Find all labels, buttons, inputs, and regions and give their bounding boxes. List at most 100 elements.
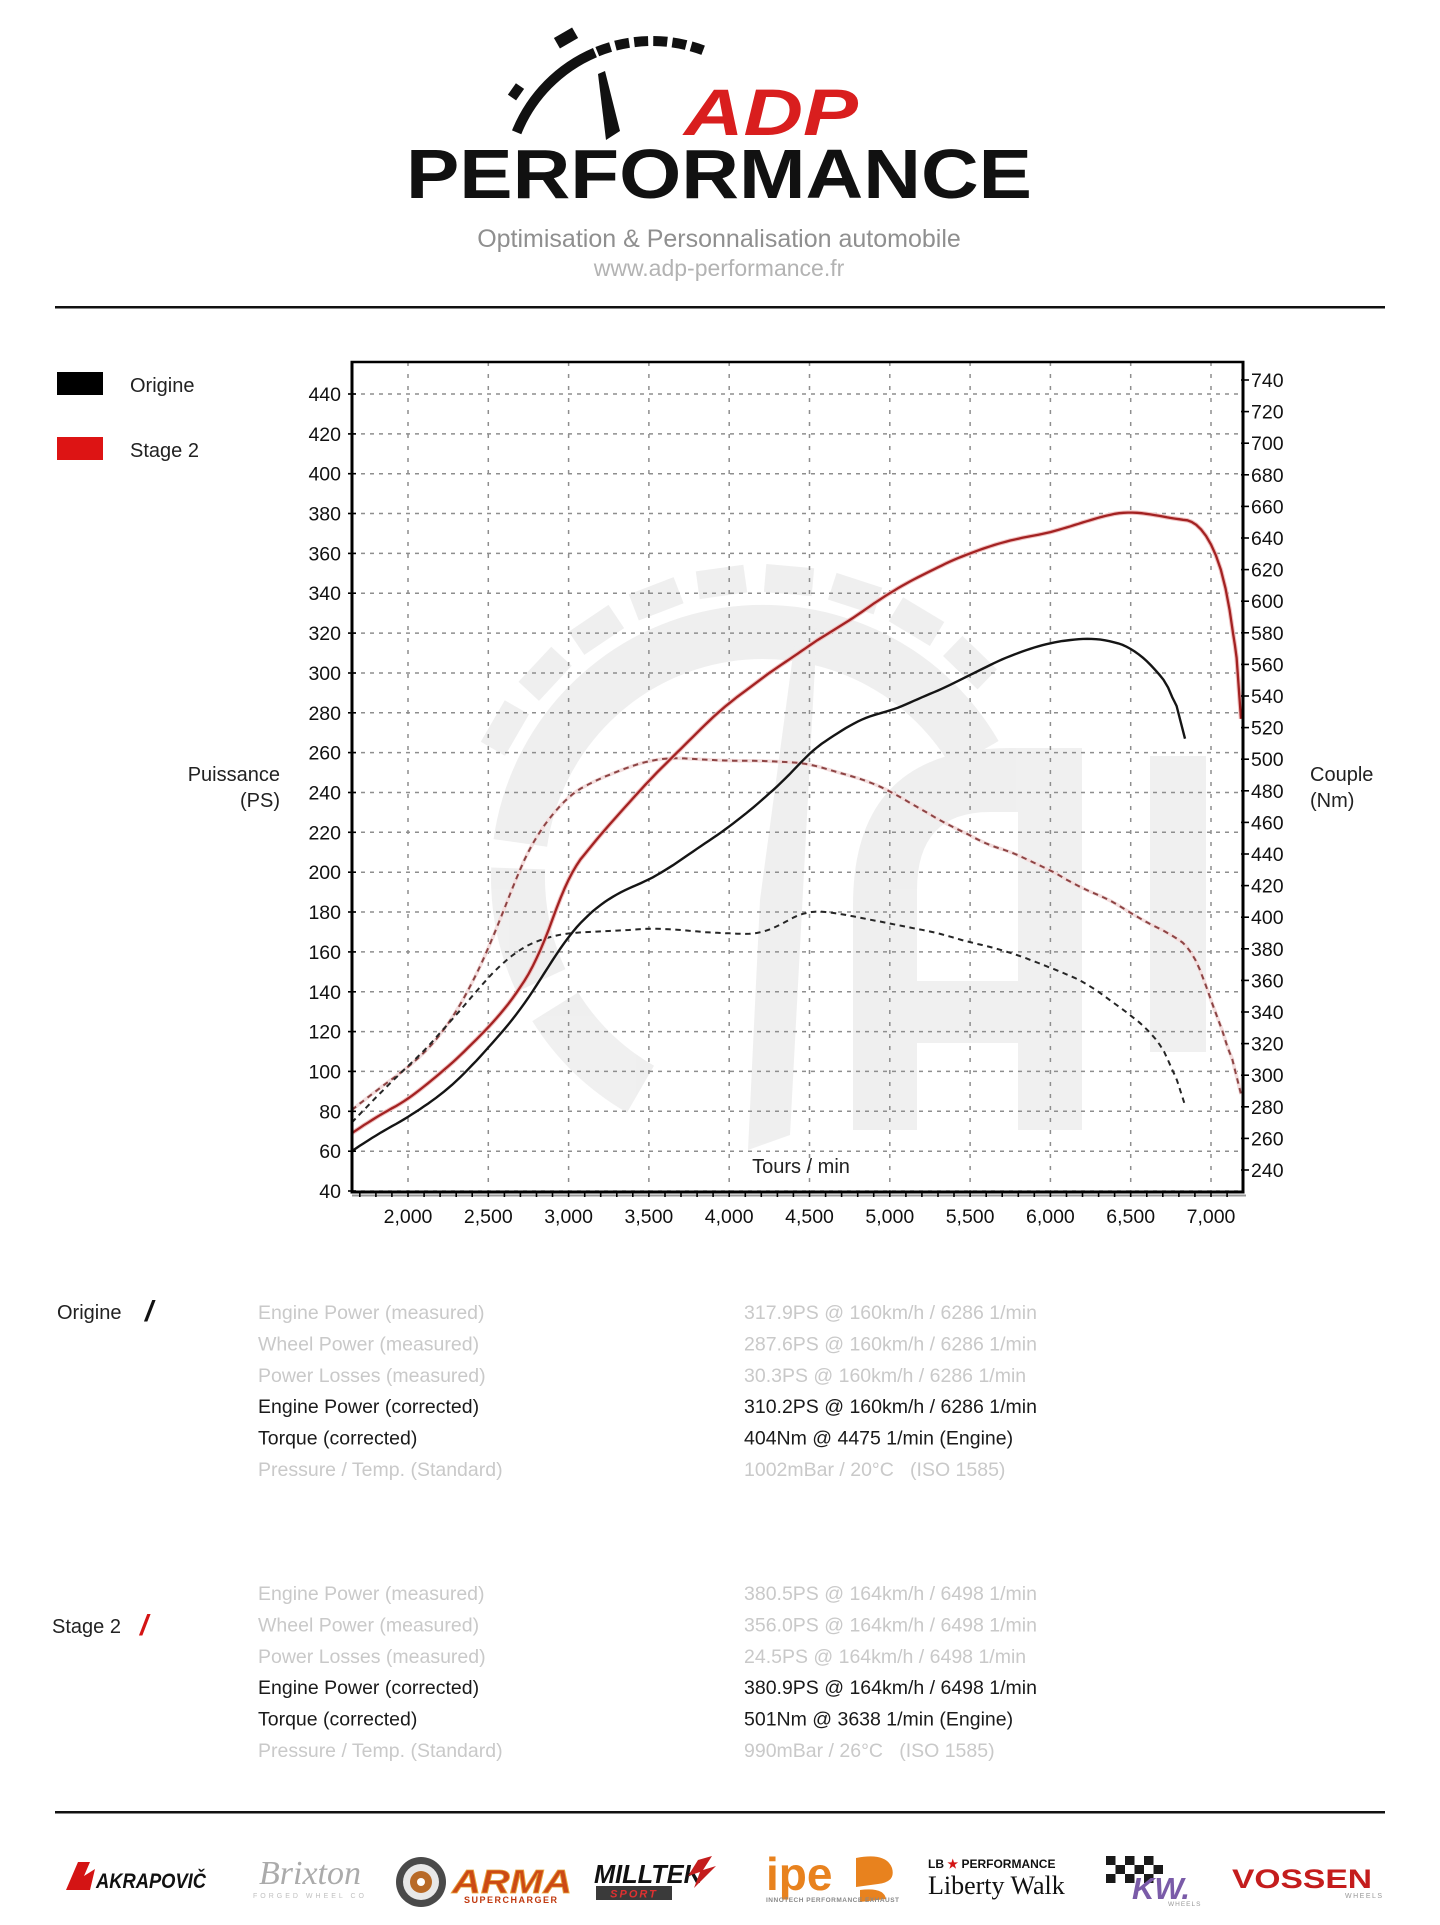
- svg-text:ARMA: ARMA: [451, 1863, 572, 1900]
- svg-text:7,000: 7,000: [1187, 1206, 1236, 1228]
- svg-text:360: 360: [308, 543, 341, 565]
- svg-text:100: 100: [308, 1061, 341, 1083]
- svg-text:SUPERCHARGER: SUPERCHARGER: [464, 1895, 559, 1905]
- svg-text:Pressure / Temp. (Standard): Pressure / Temp. (Standard): [258, 1740, 503, 1762]
- svg-text:580: 580: [1251, 623, 1284, 645]
- svg-text:Power Losses (measured): Power Losses (measured): [258, 1646, 486, 1668]
- svg-text:460: 460: [1251, 812, 1284, 834]
- svg-text:Origine: Origine: [57, 1302, 121, 1324]
- svg-text:540: 540: [1251, 686, 1284, 708]
- svg-text:560: 560: [1251, 654, 1284, 676]
- svg-text:240: 240: [308, 783, 341, 805]
- svg-text:Puissance: Puissance: [188, 764, 280, 786]
- svg-text:5,500: 5,500: [946, 1206, 995, 1228]
- svg-text:160: 160: [308, 942, 341, 964]
- svg-text:340: 340: [308, 583, 341, 605]
- svg-text:320: 320: [308, 623, 341, 645]
- svg-text:280: 280: [1251, 1097, 1284, 1119]
- svg-text:620: 620: [1251, 560, 1284, 582]
- svg-text:1002mBar / 20°C (ISO 1585): 1002mBar / 20°C (ISO 1585): [744, 1459, 1005, 1481]
- svg-text:INNOTECH PERFORMANCE EXHAUST: INNOTECH PERFORMANCE EXHAUST: [766, 1897, 900, 1904]
- svg-text:24.5PS @ 164km/h / 6498 1/min: 24.5PS @ 164km/h / 6498 1/min: [744, 1646, 1026, 1668]
- svg-text:www.adp-performance.fr: www.adp-performance.fr: [593, 255, 845, 281]
- svg-text:120: 120: [308, 1022, 341, 1044]
- svg-text:640: 640: [1251, 528, 1284, 550]
- svg-text:300: 300: [308, 663, 341, 685]
- svg-text:Stage 2: Stage 2: [130, 440, 199, 462]
- svg-text:Wheel Power (measured): Wheel Power (measured): [258, 1333, 479, 1355]
- svg-text:400: 400: [1251, 907, 1284, 929]
- svg-text:6,500: 6,500: [1106, 1206, 1155, 1228]
- svg-text:Torque (corrected): Torque (corrected): [258, 1709, 417, 1731]
- svg-text:FORGED WHEEL CO: FORGED WHEEL CO: [253, 1893, 367, 1900]
- svg-text:2,500: 2,500: [464, 1206, 513, 1228]
- svg-text:Stage 2: Stage 2: [52, 1616, 121, 1638]
- svg-text:/: /: [143, 1296, 156, 1328]
- svg-text:501Nm @ 3638 1/min (Engine): 501Nm @ 3638 1/min (Engine): [744, 1709, 1013, 1731]
- svg-text:500: 500: [1251, 749, 1284, 771]
- svg-text:Torque (corrected): Torque (corrected): [258, 1428, 417, 1450]
- svg-text:260: 260: [1251, 1128, 1284, 1150]
- svg-text:Pressure / Temp. (Standard): Pressure / Temp. (Standard): [258, 1459, 503, 1481]
- svg-text:AKRAPOVIČ: AKRAPOVIČ: [95, 1869, 207, 1893]
- svg-text:3,000: 3,000: [544, 1206, 593, 1228]
- svg-text:4,500: 4,500: [785, 1206, 834, 1228]
- svg-text:990mBar / 26°C (ISO 1585): 990mBar / 26°C (ISO 1585): [744, 1740, 995, 1762]
- svg-text:Couple: Couple: [1310, 764, 1373, 786]
- svg-text:356.0PS @ 164km/h / 6498 1/min: 356.0PS @ 164km/h / 6498 1/min: [744, 1614, 1037, 1636]
- svg-text:PERFORMANCE: PERFORMANCE: [406, 135, 1032, 213]
- svg-text:440: 440: [1251, 844, 1284, 866]
- svg-text:Engine Power (corrected): Engine Power (corrected): [258, 1677, 479, 1699]
- svg-text:Wheel Power (measured): Wheel Power (measured): [258, 1614, 479, 1636]
- svg-text:480: 480: [1251, 781, 1284, 803]
- svg-text:KW.: KW.: [1132, 1871, 1190, 1906]
- svg-text:3,500: 3,500: [624, 1206, 673, 1228]
- svg-text:(PS): (PS): [240, 790, 280, 812]
- svg-text:5,000: 5,000: [865, 1206, 914, 1228]
- svg-text:310.2PS @ 160km/h / 6286 1/min: 310.2PS @ 160km/h / 6286 1/min: [744, 1396, 1037, 1418]
- svg-text:SPORT: SPORT: [610, 1889, 658, 1901]
- svg-text:740: 740: [1251, 370, 1284, 392]
- svg-text:300: 300: [1251, 1065, 1284, 1087]
- svg-text:Optimisation & Personnalisatio: Optimisation & Personnalisation automobi…: [477, 225, 961, 253]
- svg-text:Engine Power (corrected): Engine Power (corrected): [258, 1396, 479, 1418]
- svg-text:Engine Power (measured): Engine Power (measured): [258, 1302, 485, 1324]
- svg-text:420: 420: [1251, 876, 1284, 898]
- svg-text:220: 220: [308, 822, 341, 844]
- svg-text:4,000: 4,000: [705, 1206, 754, 1228]
- svg-text:420: 420: [308, 424, 341, 446]
- svg-text:MILLTEK: MILLTEK: [594, 1859, 704, 1889]
- svg-text:180: 180: [308, 902, 341, 924]
- svg-text:400: 400: [308, 464, 341, 486]
- svg-text:320: 320: [1251, 1034, 1284, 1056]
- svg-text:404Nm @ 4475 1/min (Engine): 404Nm @ 4475 1/min (Engine): [744, 1428, 1013, 1450]
- svg-text:2,000: 2,000: [384, 1206, 433, 1228]
- svg-text:Engine Power (measured): Engine Power (measured): [258, 1583, 485, 1605]
- svg-text:LB ★ PERFORMANCE: LB ★ PERFORMANCE: [928, 1857, 1055, 1871]
- svg-text:200: 200: [308, 862, 341, 884]
- svg-text:240: 240: [1251, 1160, 1284, 1182]
- svg-text:Brixton: Brixton: [259, 1855, 361, 1892]
- svg-text:360: 360: [1251, 970, 1284, 992]
- svg-text:40: 40: [319, 1181, 341, 1203]
- svg-text:600: 600: [1251, 591, 1284, 613]
- svg-text:VOSSEN: VOSSEN: [1232, 1864, 1372, 1894]
- svg-text:440: 440: [308, 384, 341, 406]
- svg-text:700: 700: [1251, 433, 1284, 455]
- svg-text:60: 60: [319, 1141, 341, 1163]
- svg-text:6,000: 6,000: [1026, 1206, 1075, 1228]
- svg-text:ADP: ADP: [682, 75, 860, 149]
- svg-text:380: 380: [1251, 939, 1284, 961]
- svg-text:680: 680: [1251, 465, 1284, 487]
- svg-text:/: /: [138, 1610, 151, 1642]
- svg-text:340: 340: [1251, 1002, 1284, 1024]
- svg-text:140: 140: [308, 982, 341, 1004]
- svg-text:30.3PS @ 160km/h / 6286 1/min: 30.3PS @ 160km/h / 6286 1/min: [744, 1365, 1026, 1387]
- svg-text:260: 260: [308, 743, 341, 765]
- svg-text:80: 80: [319, 1101, 341, 1123]
- svg-text:Liberty Walk: Liberty Walk: [928, 1871, 1065, 1900]
- svg-text:WHEELS: WHEELS: [1168, 1901, 1201, 1908]
- svg-text:(Nm): (Nm): [1310, 790, 1354, 812]
- svg-text:Power Losses (measured): Power Losses (measured): [258, 1365, 486, 1387]
- svg-text:317.9PS @ 160km/h / 6286 1/min: 317.9PS @ 160km/h / 6286 1/min: [744, 1302, 1037, 1324]
